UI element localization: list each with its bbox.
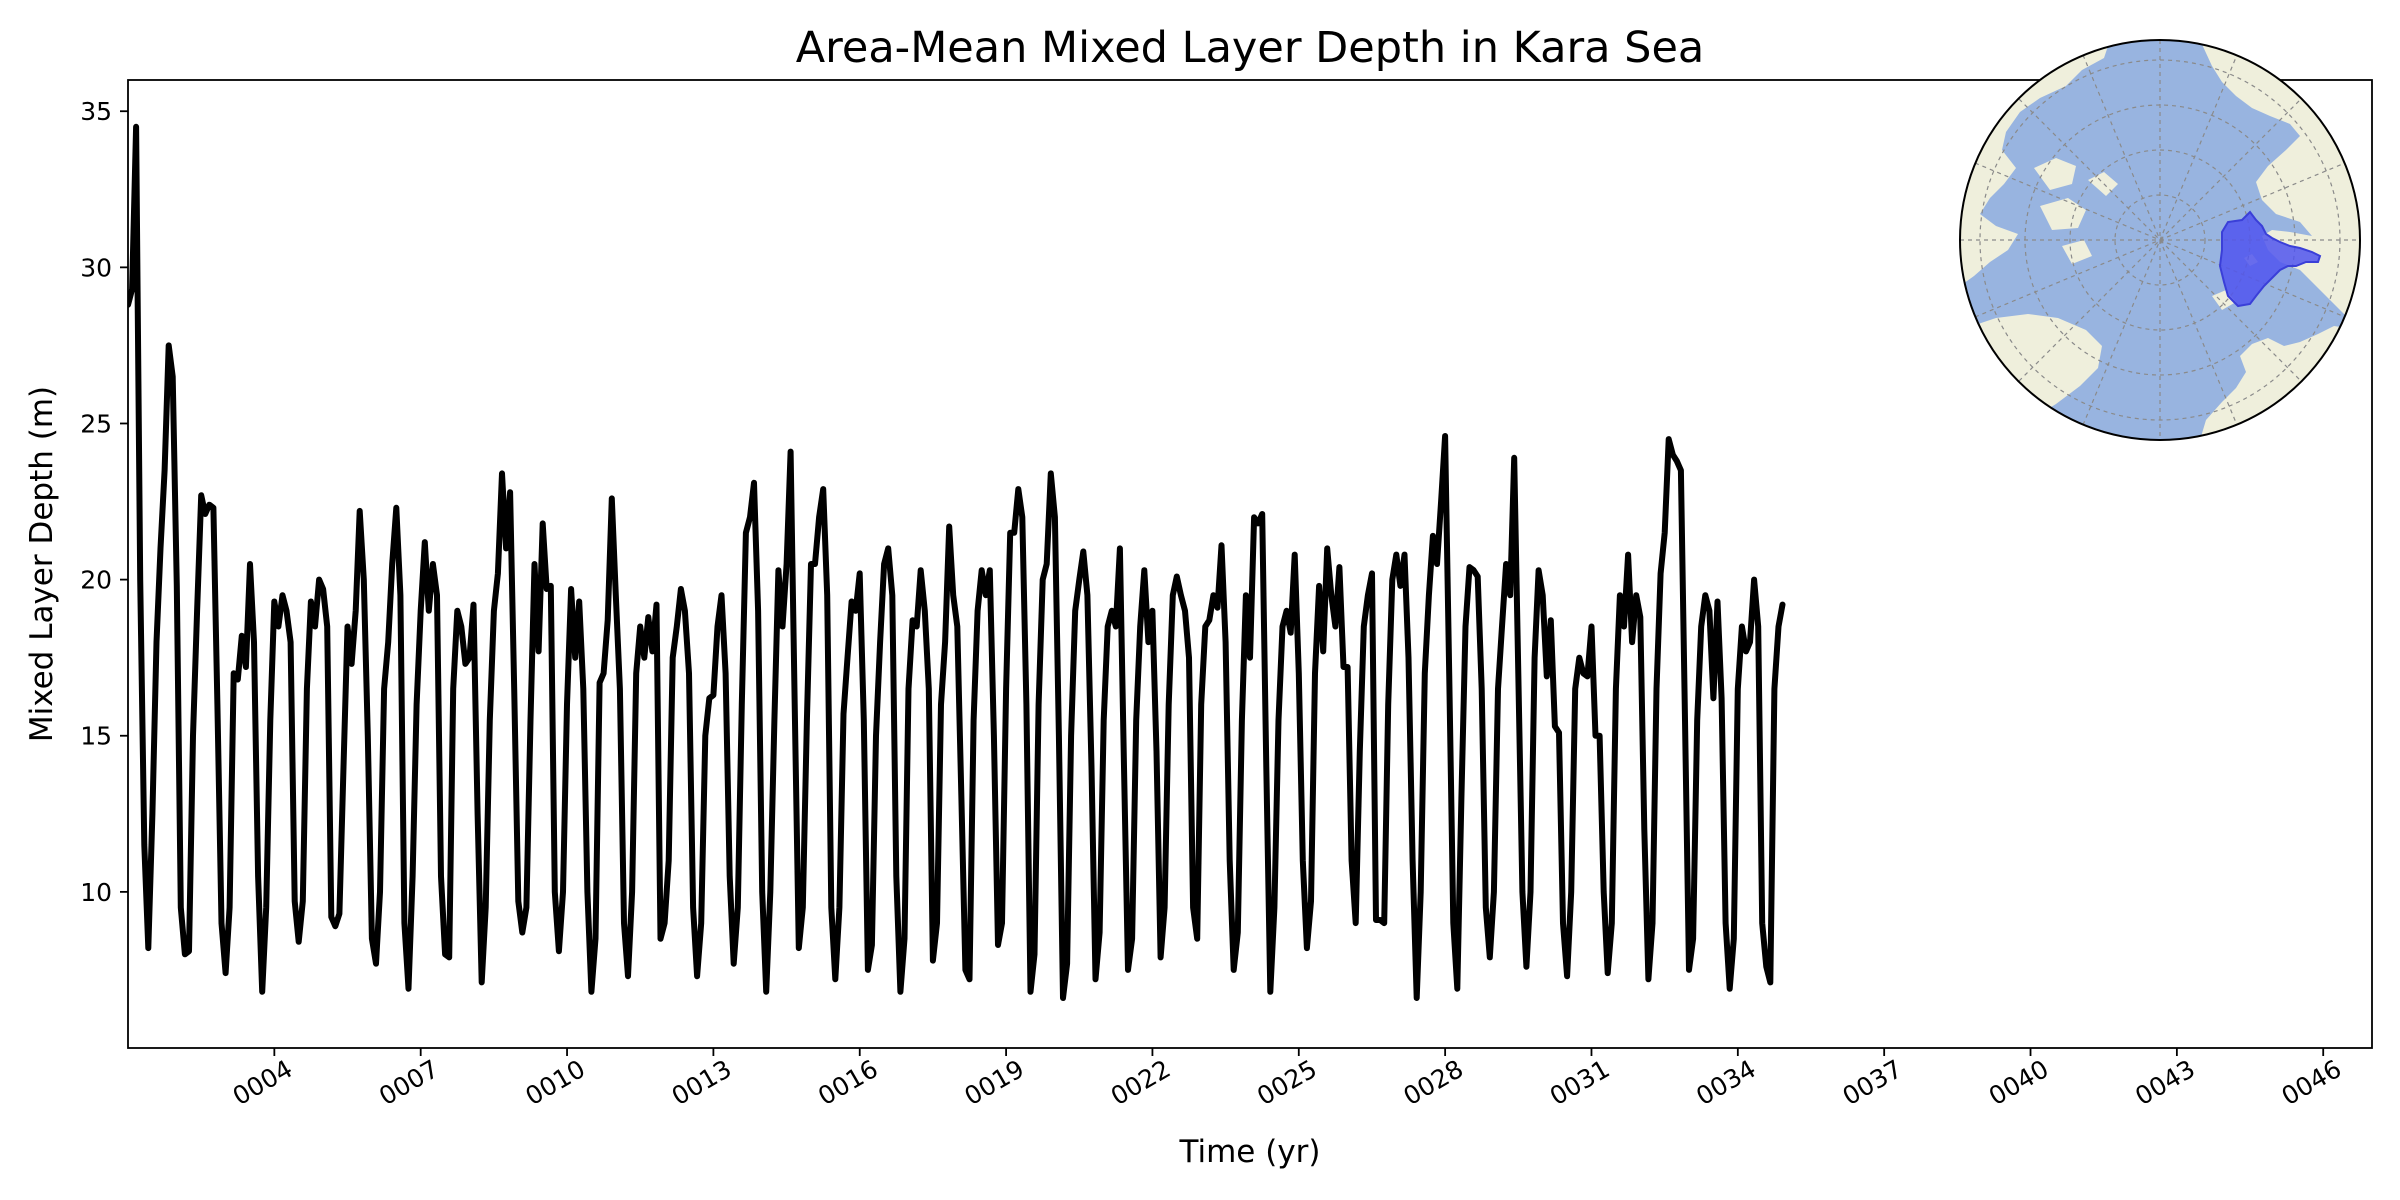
y-tick-label: 20: [80, 566, 112, 595]
y-axis-label: Mixed Layer Depth (m): [24, 386, 60, 742]
arctic-inset-map: [1960, 40, 2360, 440]
y-tick-label: 15: [80, 722, 112, 751]
chart-title: Area-Mean Mixed Layer Depth in Kara Sea: [796, 23, 1705, 73]
y-tick-label: 25: [80, 409, 112, 438]
y-tick-label: 10: [80, 878, 112, 907]
x-axis-label: Time (yr): [1179, 1134, 1321, 1170]
y-tick-label: 35: [80, 97, 112, 126]
y-tick-label: 30: [80, 253, 112, 282]
